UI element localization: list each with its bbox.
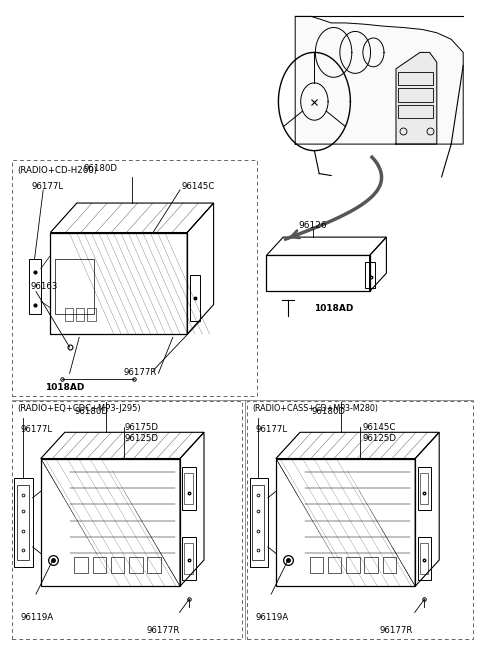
Text: 96177R: 96177R <box>124 367 157 377</box>
Text: (RADIO+EQ+CDC+MP3-J295): (RADIO+EQ+CDC+MP3-J295) <box>17 404 141 413</box>
Text: 1018AD: 1018AD <box>314 304 354 313</box>
Bar <box>310 557 323 573</box>
Text: 96145C: 96145C <box>362 422 396 432</box>
Bar <box>420 473 428 504</box>
Bar <box>250 478 268 567</box>
Bar <box>14 478 33 567</box>
Text: 96119A: 96119A <box>20 612 53 622</box>
Bar <box>420 543 428 574</box>
Text: 96177R: 96177R <box>379 626 413 635</box>
Text: 96177L: 96177L <box>20 424 52 434</box>
Bar <box>184 473 193 504</box>
Bar <box>76 308 84 321</box>
Bar <box>74 557 88 573</box>
Text: 96125D: 96125D <box>125 434 159 443</box>
Bar <box>41 458 180 586</box>
Bar <box>418 537 431 580</box>
Text: 1018AD: 1018AD <box>45 383 84 392</box>
Bar <box>266 255 370 291</box>
Bar <box>12 401 242 639</box>
Bar <box>182 467 196 510</box>
Bar <box>365 262 375 288</box>
Bar <box>111 557 124 573</box>
Bar <box>190 275 200 321</box>
Text: 96125D: 96125D <box>362 434 396 443</box>
Bar <box>93 557 106 573</box>
Text: 96145C: 96145C <box>181 182 215 191</box>
Bar <box>252 485 264 560</box>
Bar <box>398 88 433 102</box>
Bar <box>247 401 473 639</box>
Text: 96180D: 96180D <box>312 407 346 417</box>
Text: 96119A: 96119A <box>255 612 288 622</box>
Text: 96180D: 96180D <box>74 407 108 417</box>
Polygon shape <box>295 16 463 144</box>
Bar <box>398 105 433 118</box>
Polygon shape <box>396 52 437 144</box>
Bar <box>12 160 257 396</box>
Bar <box>418 467 431 510</box>
Bar <box>41 458 180 586</box>
Text: 96126: 96126 <box>299 221 327 230</box>
Text: (RADIO+CD-H260): (RADIO+CD-H260) <box>17 166 97 175</box>
Bar <box>55 259 94 314</box>
Bar <box>346 557 360 573</box>
Bar <box>17 485 29 560</box>
Text: 96180D: 96180D <box>84 164 118 174</box>
Text: 96163: 96163 <box>31 282 58 291</box>
Bar <box>364 557 378 573</box>
Bar <box>50 233 187 334</box>
Bar <box>129 557 143 573</box>
Text: 96175D: 96175D <box>125 422 159 432</box>
Bar <box>328 557 341 573</box>
Bar <box>29 259 41 314</box>
Text: 96177L: 96177L <box>32 182 64 191</box>
Bar <box>184 543 193 574</box>
Text: 96177L: 96177L <box>255 424 288 434</box>
Bar <box>147 557 161 573</box>
Bar <box>87 308 96 321</box>
Text: (RADIO+CASS+CD+MP3-M280): (RADIO+CASS+CD+MP3-M280) <box>252 404 378 413</box>
Text: 96177R: 96177R <box>146 626 180 635</box>
Bar <box>65 308 73 321</box>
Bar <box>398 72 433 85</box>
Bar <box>276 458 415 586</box>
Bar <box>383 557 396 573</box>
Bar <box>276 458 415 586</box>
Bar <box>182 537 196 580</box>
